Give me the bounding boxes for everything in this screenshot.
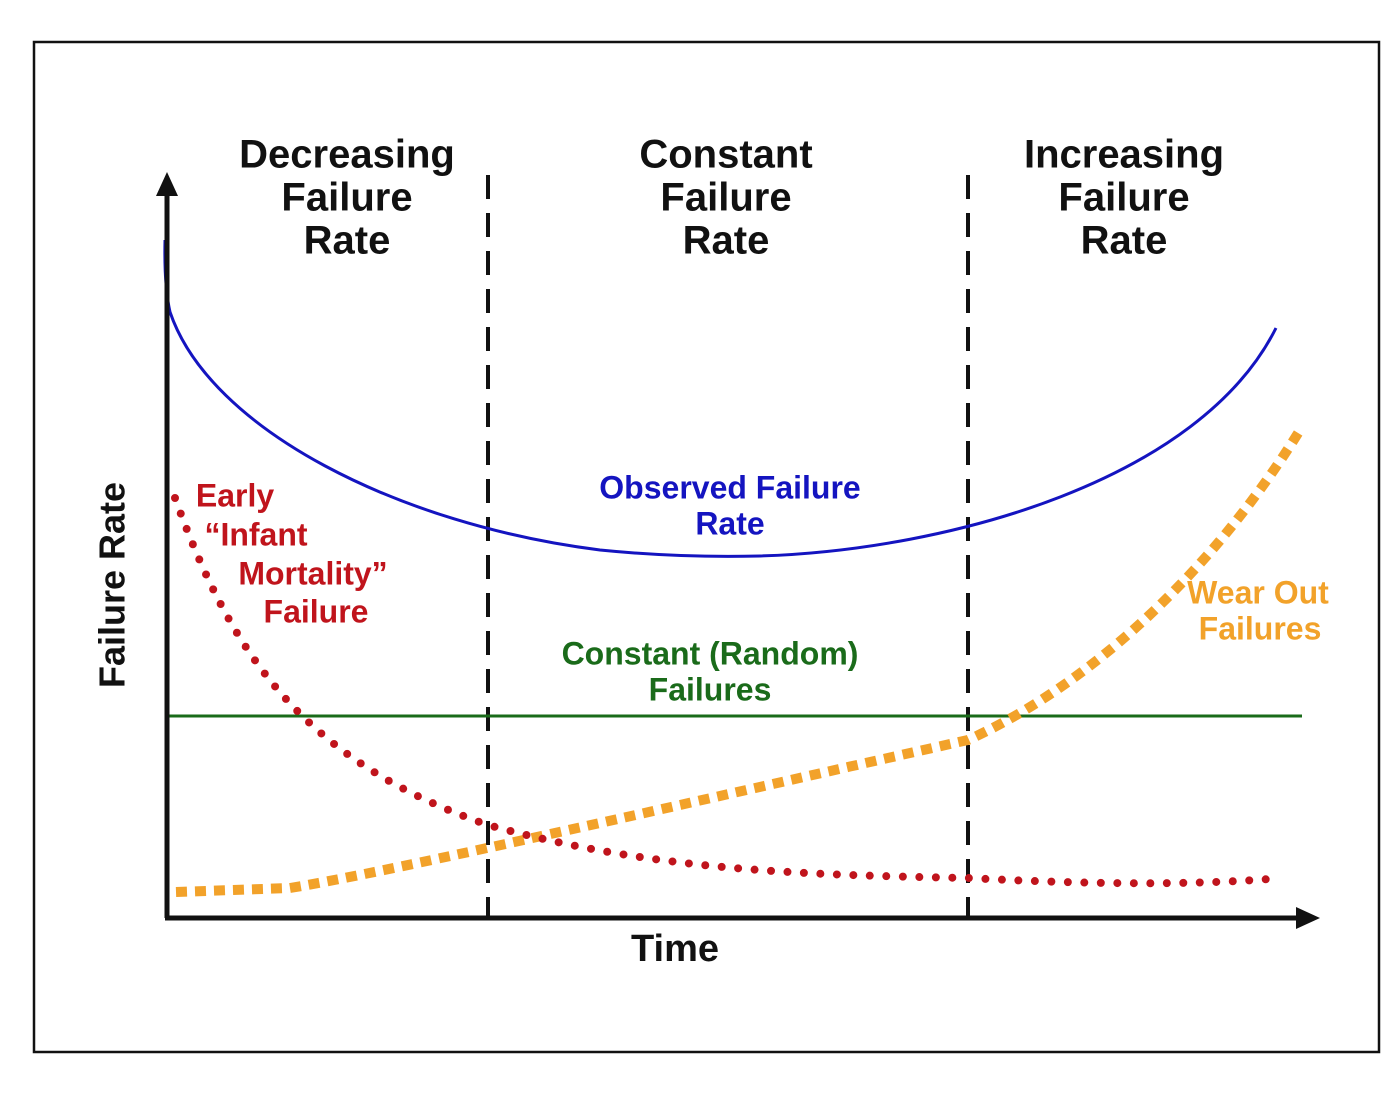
frame <box>32 40 1381 1054</box>
curve-label: Observed Failure <box>599 469 860 505</box>
curve-label: Failures <box>649 671 772 707</box>
phase-label: Increasing <box>1024 133 1224 177</box>
curve-label: Failure <box>264 593 369 629</box>
phase-label: Decreasing <box>239 133 455 177</box>
y-axis-arrow <box>156 172 178 196</box>
x-axis-arrow <box>1296 907 1320 929</box>
wear-out-curve <box>175 427 1305 897</box>
infant-mortality-curve <box>171 494 1286 888</box>
x-axis-label: Time <box>631 928 719 970</box>
phase-label: Failure <box>660 176 791 220</box>
curve-label: Rate <box>695 505 764 541</box>
phase-label: Constant <box>639 133 812 177</box>
curve-label: Failures <box>1199 610 1322 646</box>
y-axis-label: Failure Rate <box>92 482 133 688</box>
curve-label: Wear Out <box>1187 574 1329 610</box>
phase-label: Failure <box>281 176 412 220</box>
curve-label: Mortality” <box>238 555 387 591</box>
curve-label: Early <box>196 477 274 513</box>
phase-label: Rate <box>1081 219 1168 263</box>
phase-label: Rate <box>683 219 770 263</box>
phase-label: Failure <box>1058 176 1189 220</box>
curve-label: “Infant <box>204 516 307 552</box>
curve-label: Constant (Random) <box>562 635 859 671</box>
phase-label: Rate <box>304 219 391 263</box>
observed-curve <box>163 239 1278 558</box>
